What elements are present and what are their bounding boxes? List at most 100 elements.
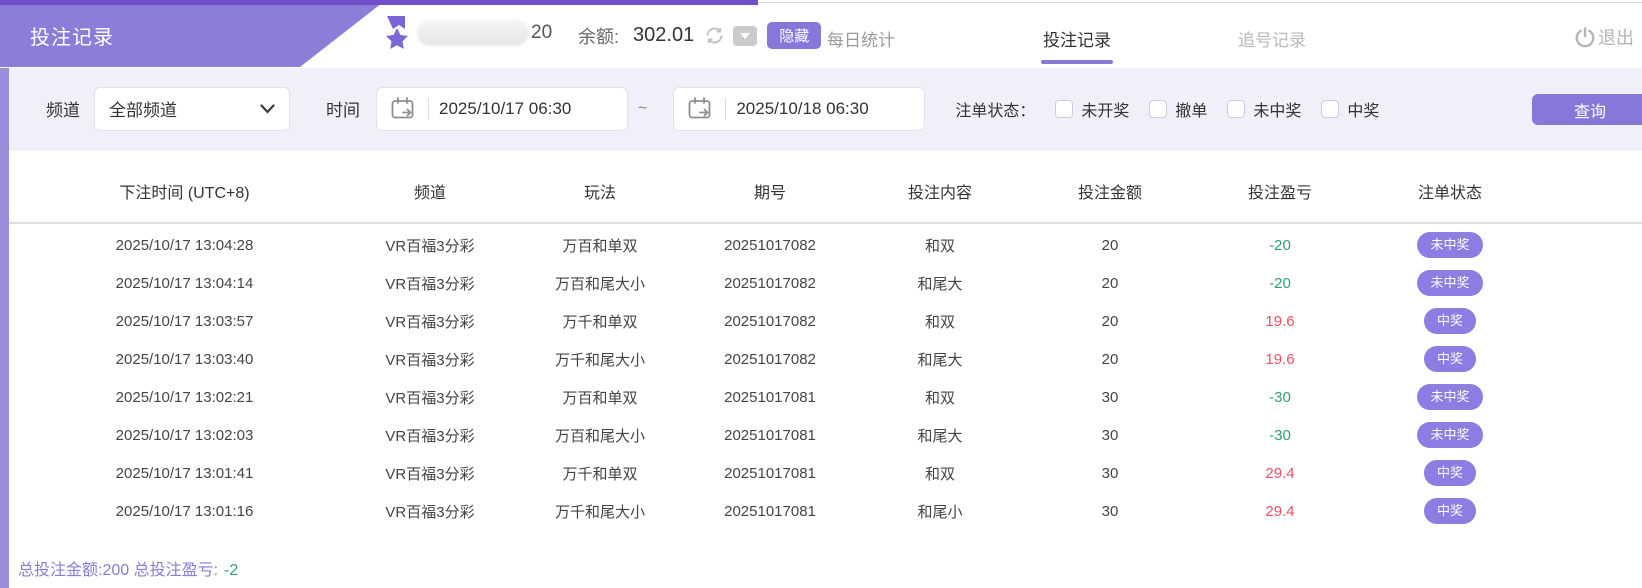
cell-play: 万百和单双	[562, 237, 638, 255]
col-bet-amount: 投注金额	[1077, 185, 1142, 202]
checkbox-not-won[interactable]: 未中奖	[1227, 97, 1301, 121]
divider	[428, 97, 429, 120]
cell-period: 20251017082	[724, 236, 816, 254]
cell-period: 20251017081	[724, 464, 816, 482]
username-visible-tail: 20	[531, 22, 553, 43]
order-status-label: 注单状态：	[955, 102, 1036, 120]
cell-amount: 30	[1101, 388, 1119, 406]
cell-channel: VR百福3分彩	[385, 237, 475, 255]
cell-time: 2025/10/17 13:04:14	[115, 274, 254, 292]
status-badge: 中奖	[1423, 498, 1476, 524]
date-range-separator: ~	[638, 99, 648, 117]
tab-chase-records[interactable]: 追号记录	[1238, 31, 1306, 50]
table-row: 2025/10/17 13:04:14 VR百福3分彩 万百和尾大小 20251017…	[0, 264, 1642, 302]
time-label: 时间	[326, 101, 360, 120]
cell-amount: 20	[1101, 236, 1119, 254]
status-badge: 中奖	[1423, 308, 1476, 334]
date-to-value: 2025/10/18 06:30	[736, 98, 869, 118]
cell-time: 2025/10/17 13:04:28	[115, 236, 254, 254]
cell-channel: VR百福3分彩	[385, 389, 475, 407]
balance-label: 余额:	[578, 26, 620, 47]
cell-period: 20251017081	[724, 388, 816, 406]
cell-play: 万百和尾大小	[554, 275, 645, 293]
top-hairline	[0, 2, 1642, 3]
cell-period: 20251017082	[724, 350, 816, 368]
checkbox-cancelled[interactable]: 撤单	[1149, 97, 1207, 121]
cell-amount: 20	[1101, 350, 1119, 368]
cell-status: 中奖	[1365, 346, 1535, 372]
table-body: 2025/10/17 13:04:28 VR百福3分彩 万百和单双 202510170…	[0, 224, 1642, 530]
table-row: 2025/10/17 13:04:28 VR百福3分彩 万百和单双 202510170…	[0, 226, 1642, 264]
checkbox-not-drawn[interactable]: 未开奖	[1055, 97, 1129, 121]
status-badge: 未中奖	[1417, 270, 1483, 296]
cell-channel: VR百福3分彩	[385, 503, 475, 521]
left-accent-strip	[0, 0, 9, 588]
balance-dropdown-button[interactable]	[733, 25, 758, 46]
date-to-input[interactable]: 2025/10/18 06:30	[673, 86, 926, 131]
cell-play: 万千和单双	[562, 313, 638, 331]
cell-period: 20251017081	[724, 502, 816, 520]
col-period: 期号	[753, 185, 786, 202]
status-badge: 未中奖	[1417, 232, 1483, 258]
cell-channel: VR百福3分彩	[385, 275, 475, 293]
refresh-icon[interactable]	[704, 25, 725, 46]
cell-content: 和尾大	[917, 351, 963, 369]
table-row: 2025/10/17 13:02:21 VR百福3分彩 万百和单双 202510170…	[0, 378, 1642, 416]
balance-value: 302.01	[633, 24, 695, 46]
cell-play: 万百和尾大小	[554, 427, 645, 445]
hide-balance-button[interactable]: 隐藏	[767, 22, 822, 49]
date-from-input[interactable]: 2025/10/17 06:30	[376, 86, 628, 131]
cell-time: 2025/10/17 13:02:21	[115, 388, 254, 406]
cell-profit: 19.6	[1265, 350, 1295, 368]
table-header-row: 下注时间 (UTC+8) 频道 玩法 期号 投注内容 投注金额 投注盈亏 注单状…	[0, 160, 1642, 224]
cell-play: 万千和尾大小	[554, 351, 645, 369]
col-bet-content: 投注内容	[907, 185, 972, 202]
cell-amount: 20	[1101, 312, 1119, 330]
cell-profit: -30	[1269, 388, 1291, 406]
cell-amount: 30	[1101, 502, 1119, 520]
cell-period: 20251017081	[724, 426, 816, 444]
cell-amount: 20	[1101, 274, 1119, 292]
channel-label: 频道	[46, 101, 80, 120]
col-profit: 投注盈亏	[1247, 185, 1312, 202]
page-title-banner: 投注记录	[0, 3, 382, 67]
cell-content: 和尾大	[917, 427, 963, 445]
chevron-down-icon	[740, 32, 751, 39]
checkbox-won[interactable]: 中奖	[1321, 97, 1379, 121]
cell-period: 20251017082	[724, 312, 816, 330]
tab-betting-records[interactable]: 投注记录	[1041, 26, 1113, 64]
totals-summary: 总投注金额:200 总投注盈亏: -2	[18, 556, 1642, 580]
cell-status: 未中奖	[1365, 270, 1535, 296]
status-badge: 未中奖	[1417, 384, 1483, 410]
cell-channel: VR百福3分彩	[385, 313, 475, 331]
order-status-filter: 注单状态： 未开奖 撤单 未中奖 中奖	[955, 97, 1379, 121]
cell-profit: 29.4	[1265, 502, 1295, 520]
channel-select[interactable]: 全部频道	[94, 86, 290, 131]
star-badge-icon	[383, 14, 415, 52]
cell-status: 未中奖	[1365, 422, 1535, 448]
chevron-down-icon	[260, 103, 275, 114]
cell-profit: -20	[1269, 274, 1291, 292]
logout-button[interactable]: 退出	[1574, 24, 1634, 50]
filter-bar: 频道 全部频道 时间 2025/10/17 06:30 ~ 2025/10/18…	[0, 68, 1642, 150]
logout-label: 退出	[1598, 28, 1634, 48]
divider	[725, 97, 727, 120]
search-button[interactable]: 查询	[1532, 94, 1642, 125]
cell-status: 中奖	[1365, 460, 1535, 486]
cell-play: 万千和单双	[562, 465, 638, 483]
calendar-icon	[688, 97, 711, 119]
table-row: 2025/10/17 13:01:16 VR百福3分彩 万千和尾大小 20251017…	[0, 492, 1642, 530]
status-badge: 中奖	[1423, 460, 1476, 486]
channel-select-value: 全部频道	[109, 101, 177, 120]
balance-area: 余额: 302.01 隐藏	[578, 22, 822, 49]
cell-time: 2025/10/17 13:03:57	[115, 312, 254, 330]
checkbox-label: 撤单	[1175, 102, 1208, 120]
date-from-value: 2025/10/17 06:30	[439, 98, 572, 118]
calendar-icon	[391, 97, 414, 119]
col-play: 玩法	[583, 185, 616, 202]
header: 投注记录 20 余额: 302.01	[0, 0, 1642, 68]
cell-play: 万千和尾大小	[554, 503, 645, 521]
status-badge: 未中奖	[1417, 422, 1483, 448]
tab-daily-stats[interactable]: 每日统计	[827, 31, 895, 50]
